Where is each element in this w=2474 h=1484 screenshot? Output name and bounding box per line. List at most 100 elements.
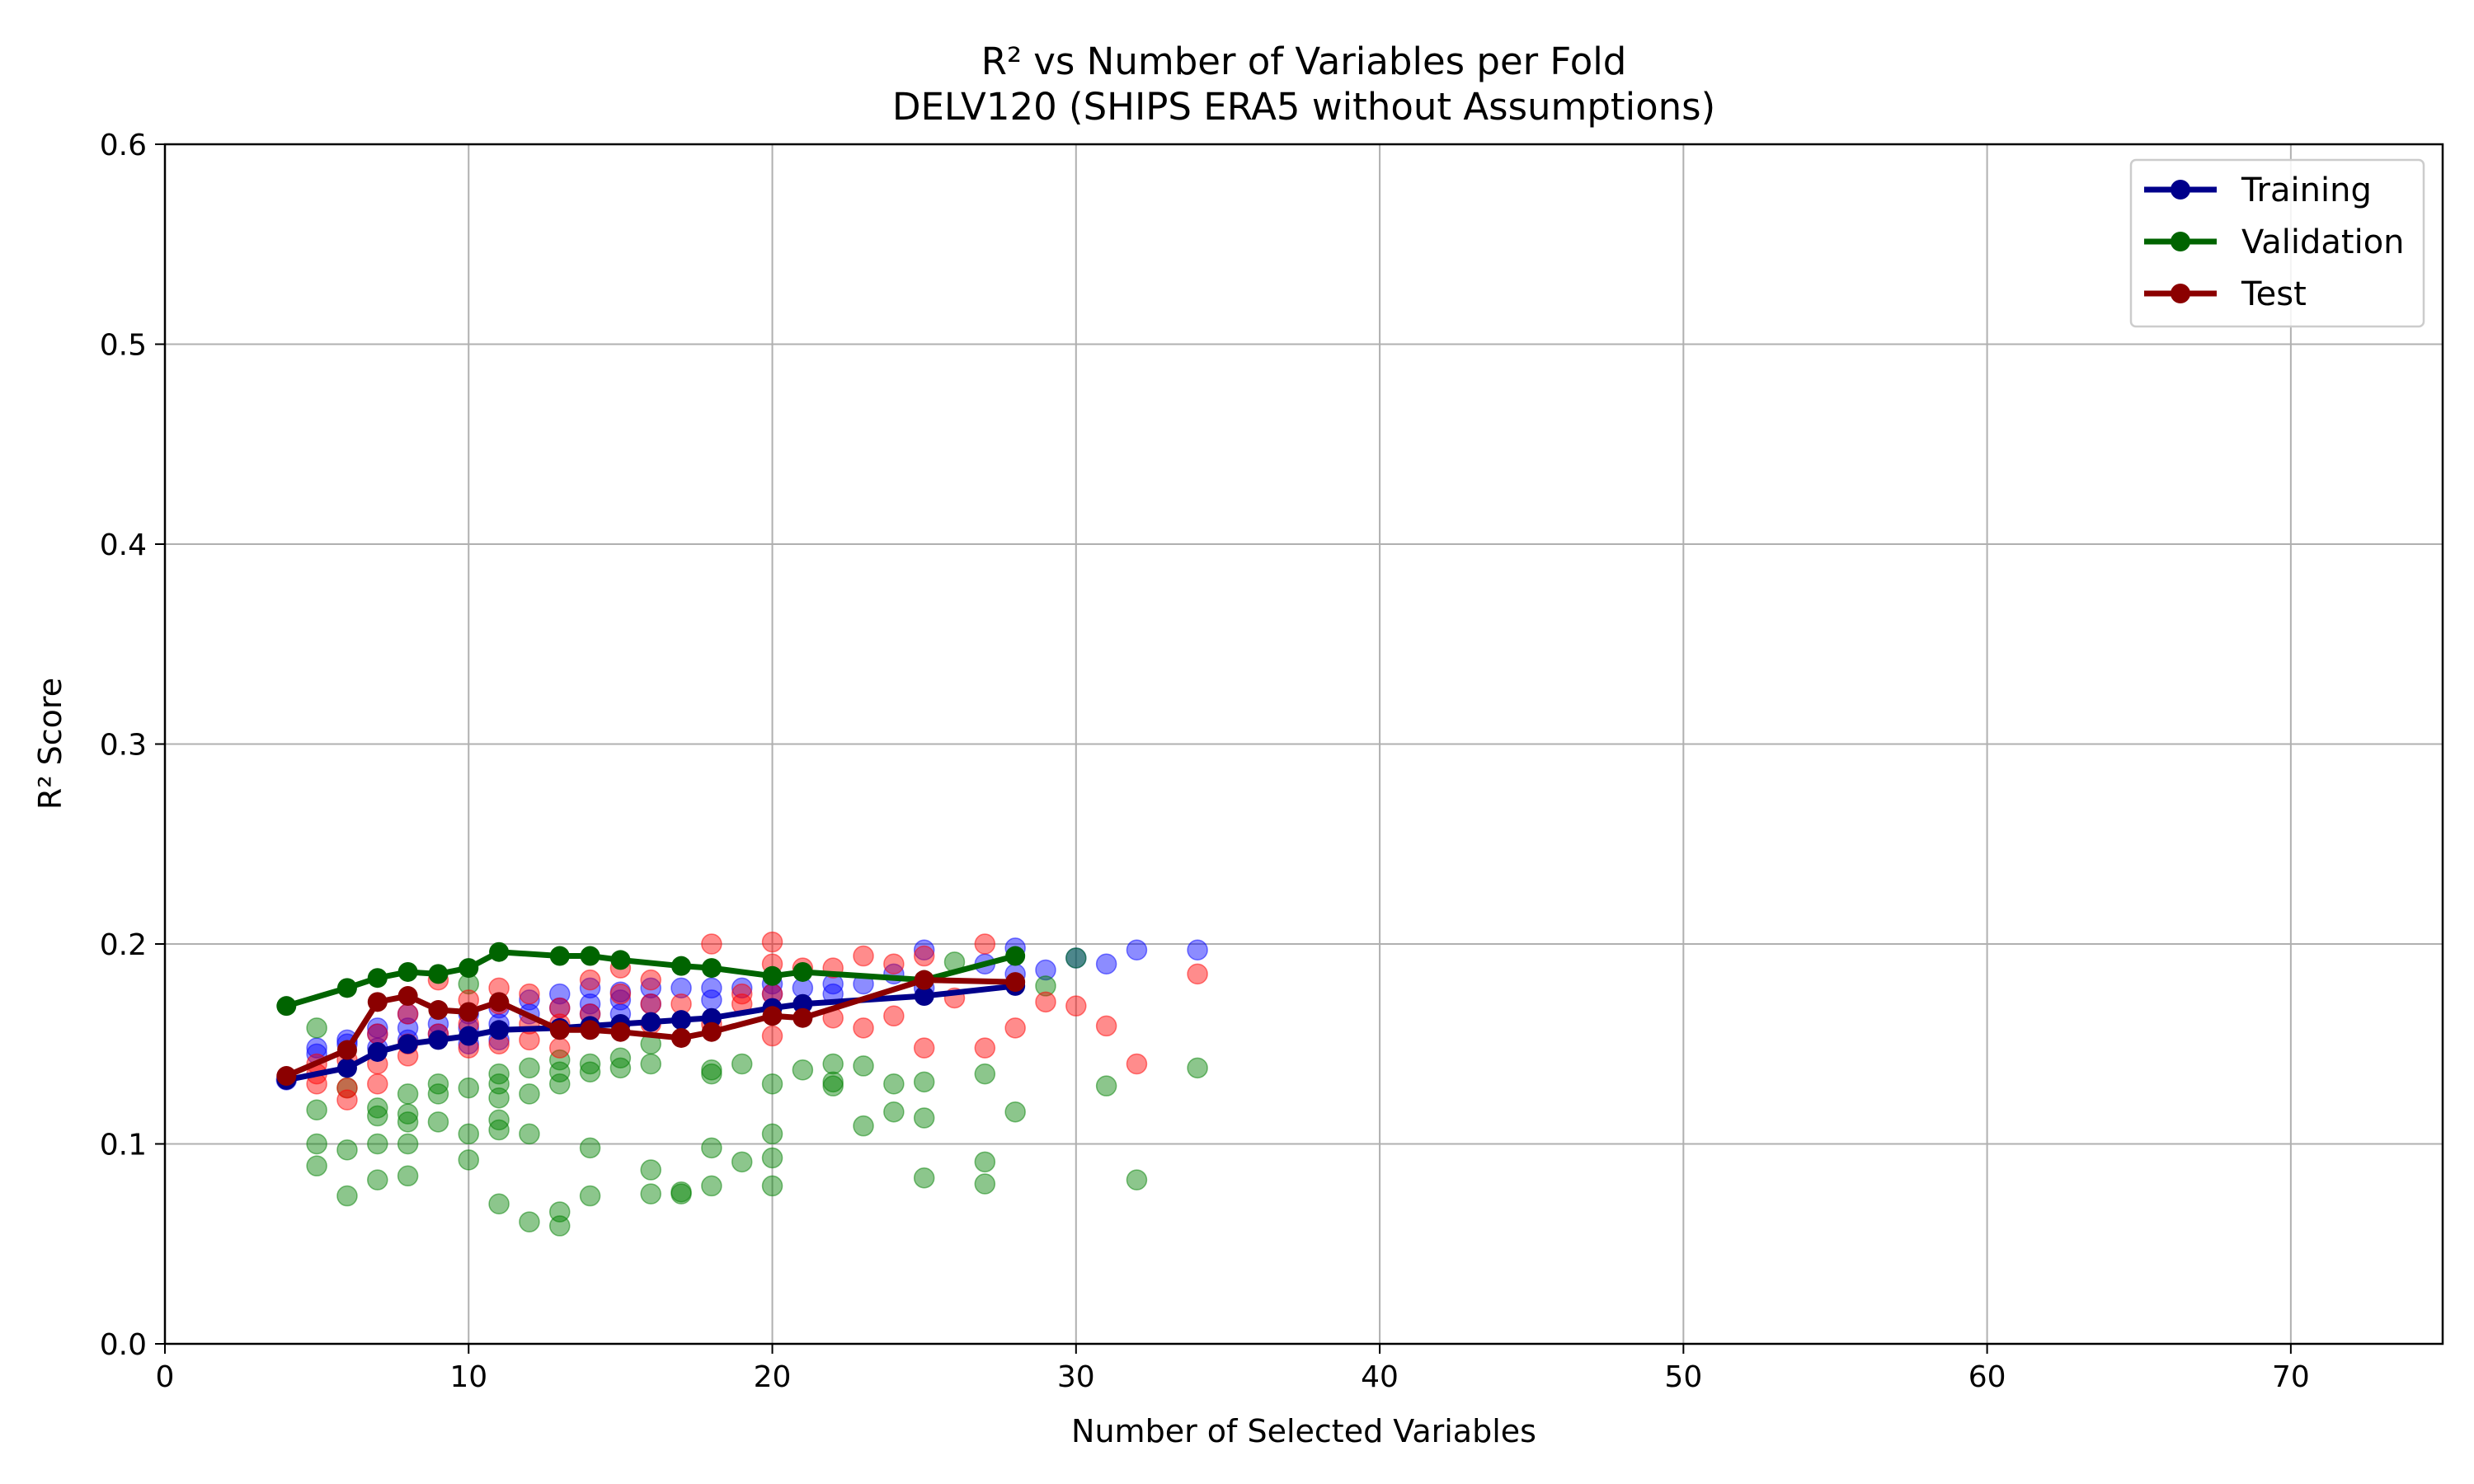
- test-fold-point: [1187, 963, 1208, 985]
- y-axis-label: R² Score: [32, 678, 68, 810]
- x-tick-label: 50: [1664, 1360, 1702, 1394]
- training-fold-point: [367, 1017, 388, 1039]
- test-fold-point: [761, 1025, 783, 1047]
- validation-fold-point: [488, 1073, 510, 1095]
- validation-fold-point: [519, 1211, 540, 1233]
- training-mean-marker: [428, 1030, 449, 1050]
- test-fold-point: [397, 1003, 419, 1025]
- test-fold-point: [1035, 991, 1056, 1013]
- y-tick-label: 0.1: [100, 1129, 147, 1162]
- test-fold-point: [731, 983, 753, 1005]
- test-mean-marker: [459, 1002, 479, 1022]
- validation-mean-marker: [580, 946, 600, 966]
- validation-fold-point: [519, 1123, 540, 1145]
- training-mean-marker: [671, 1010, 692, 1031]
- test-fold-point: [883, 1005, 905, 1027]
- test-fold-point: [1004, 1017, 1026, 1039]
- validation-fold-point: [640, 1053, 661, 1075]
- validation-mean-marker: [701, 958, 722, 979]
- validation-mean-marker: [459, 958, 479, 979]
- validation-fold-point: [1065, 947, 1087, 969]
- training-mean-marker: [793, 993, 813, 1014]
- validation-fold-point: [306, 1133, 327, 1155]
- test-mean-marker: [397, 986, 418, 1007]
- test-fold-point: [367, 1073, 388, 1095]
- validation-fold-point: [397, 1083, 419, 1105]
- test-fold-point: [1065, 995, 1087, 1017]
- validation-fold-point: [761, 1175, 783, 1197]
- training-fold-point: [701, 977, 722, 999]
- test-mean-line: [283, 977, 1018, 1079]
- test-fold-point: [548, 1037, 571, 1059]
- validation-fold-point: [853, 1055, 874, 1077]
- validation-fold-point: [488, 1193, 510, 1214]
- validation-fold-point: [427, 1111, 449, 1133]
- x-tick-label: 10: [449, 1360, 487, 1394]
- validation-fold-point: [1035, 975, 1056, 997]
- validation-fold-point: [853, 1115, 874, 1137]
- validation-mean-marker: [336, 978, 357, 998]
- x-axis-label: Number of Selected Variables: [1071, 1413, 1536, 1449]
- training-fold-point: [670, 977, 692, 999]
- training-mean-marker: [459, 1026, 479, 1046]
- validation-fold-point: [488, 1119, 510, 1141]
- training-fold-point: [1035, 959, 1056, 981]
- test-fold-point: [519, 983, 540, 1005]
- training-fold-point: [640, 977, 661, 999]
- validation-fold-point: [548, 1049, 571, 1071]
- validation-mean-marker: [489, 942, 510, 962]
- training-fold-point: [731, 977, 753, 999]
- y-tick-label: 0.6: [100, 129, 147, 162]
- axes: 0 10 20 30 40 50 60 70 0.0 0.1 0.2 0.3 0.4 0.5 0.6: [100, 129, 2310, 1394]
- validation-mean-marker: [793, 961, 813, 982]
- validation-fold-point: [306, 1155, 327, 1176]
- validation-fold-point: [336, 1185, 358, 1207]
- y-tick-label: 0.3: [100, 729, 147, 763]
- validation-fold-point: [883, 1073, 905, 1095]
- validation-fold-point: [519, 1083, 540, 1105]
- test-fold-point: [336, 1077, 358, 1099]
- x-tick-label: 40: [1361, 1360, 1399, 1394]
- test-fold-point: [640, 969, 661, 991]
- test-fold-point: [367, 1023, 388, 1045]
- validation-mean-marker: [428, 964, 449, 984]
- mean-lines-layer: [276, 942, 1026, 1090]
- test-fold-point: [913, 1037, 935, 1059]
- test-mean-marker: [549, 1020, 570, 1040]
- validation-fold-point: [397, 1111, 419, 1133]
- validation-fold-point: [974, 1173, 996, 1195]
- validation-fold-point: [1004, 1101, 1026, 1123]
- validation-mean-marker: [1005, 946, 1026, 966]
- validation-fold-point: [761, 1123, 783, 1145]
- test-fold-point: [609, 983, 632, 1005]
- x-tick-label: 60: [1968, 1360, 2006, 1394]
- legend-entry-training: Training: [2144, 171, 2372, 209]
- test-fold-point: [974, 1037, 996, 1059]
- validation-mean-marker: [762, 965, 783, 986]
- training-mean-marker: [489, 1020, 510, 1040]
- test-fold-point: [579, 969, 601, 991]
- validation-fold-point: [579, 1137, 601, 1159]
- test-fold-point: [883, 953, 905, 974]
- validation-fold-point: [913, 1071, 935, 1093]
- validation-fold-point: [640, 1183, 661, 1205]
- test-mean-marker: [671, 1027, 692, 1048]
- training-mean-marker: [701, 1007, 722, 1028]
- training-fold-point: [1187, 939, 1208, 961]
- validation-fold-point: [913, 1167, 935, 1189]
- validation-fold-point: [458, 1077, 480, 1099]
- validation-mean-marker: [397, 961, 418, 982]
- training-fold-point: [609, 989, 632, 1011]
- test-fold-point: [913, 945, 935, 967]
- validation-fold-point: [1095, 1075, 1117, 1097]
- validation-fold-point: [913, 1107, 935, 1129]
- validation-fold-point: [336, 1139, 358, 1161]
- validation-fold-point: [822, 1053, 844, 1075]
- training-mean-marker: [397, 1034, 418, 1054]
- validation-fold-point: [548, 1215, 571, 1237]
- test-fold-point: [761, 931, 783, 953]
- legend-entry-test: Test: [2144, 275, 2307, 313]
- validation-fold-point: [367, 1105, 388, 1127]
